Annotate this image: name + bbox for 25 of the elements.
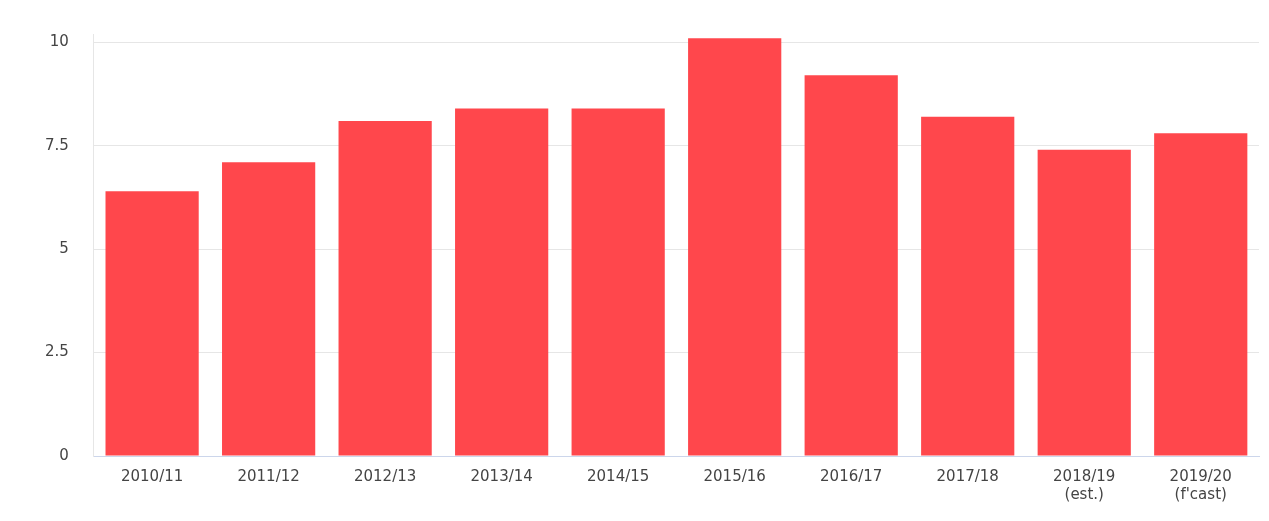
x-tick-label: 2016/17 <box>820 466 883 485</box>
bar <box>571 108 665 456</box>
y-tick-label: 2.5 <box>45 342 69 361</box>
bar <box>921 116 1015 456</box>
x-tick-label: 2017/18 <box>936 466 999 485</box>
y-tick-label: 7.5 <box>45 135 69 154</box>
bar <box>105 191 199 456</box>
bar <box>222 162 316 456</box>
bar <box>455 108 549 456</box>
x-tick-label: 2012/13 <box>353 466 417 485</box>
x-tick-label: 2019/20 (f'cast) <box>1169 466 1232 503</box>
x-tick-label: 2015/16 <box>703 466 766 485</box>
y-tick-label: 0 <box>59 445 69 464</box>
bar <box>338 120 432 456</box>
x-tick-label: 2011/12 <box>237 466 300 485</box>
bar <box>1154 133 1248 456</box>
x-tick-label: 2014/15 <box>587 466 650 485</box>
x-tick-label: 2013/14 <box>470 466 533 485</box>
bar <box>688 38 782 456</box>
y-tick-label: 5 <box>59 239 69 258</box>
bar <box>804 75 898 456</box>
bar <box>1037 149 1131 456</box>
x-tick-label: 2018/19 (est.) <box>1053 466 1116 503</box>
y-tick-label: 10 <box>49 32 69 51</box>
x-tick-label: 2010/11 <box>120 466 184 485</box>
